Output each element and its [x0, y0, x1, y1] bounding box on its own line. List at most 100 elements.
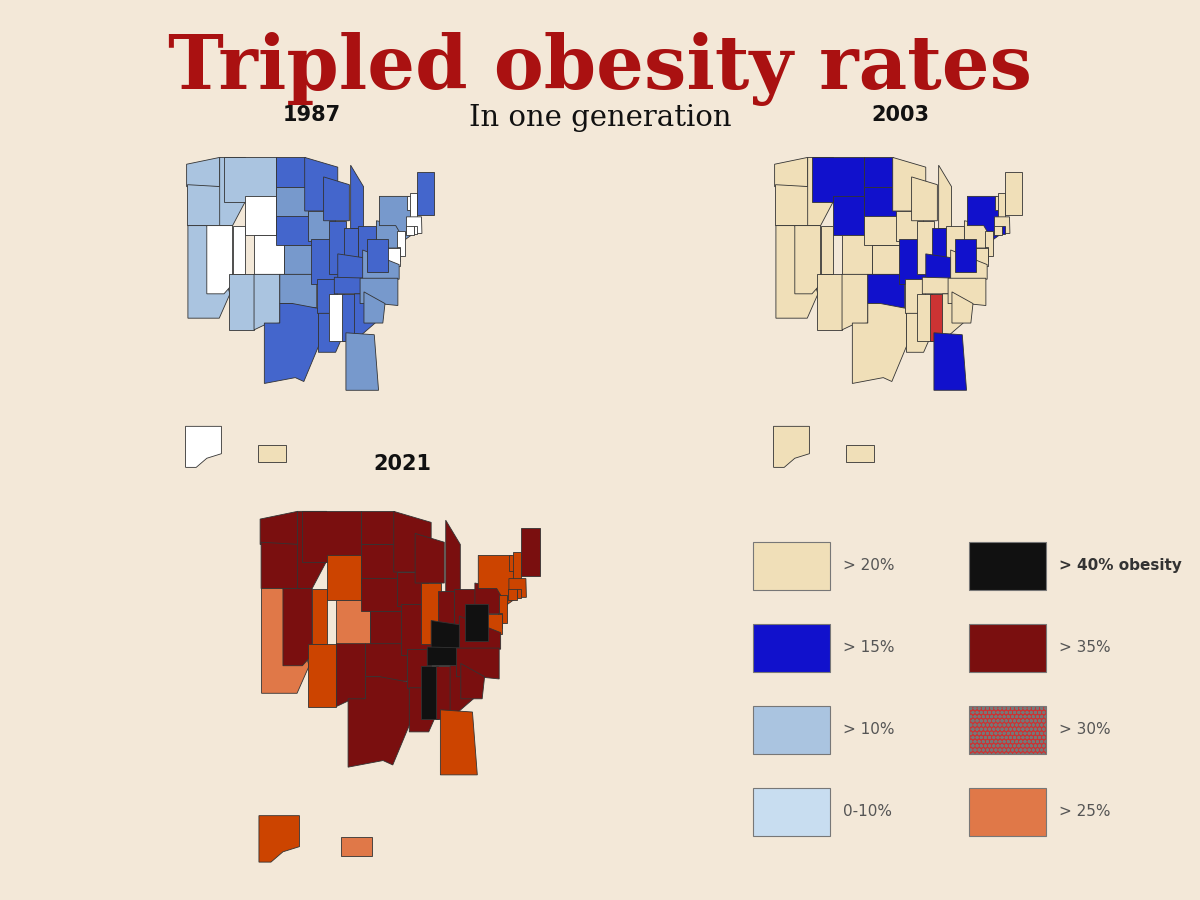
Polygon shape	[775, 184, 810, 226]
Polygon shape	[396, 248, 400, 261]
Polygon shape	[410, 194, 418, 219]
Polygon shape	[394, 511, 431, 572]
Text: > 10%: > 10%	[844, 722, 895, 737]
Polygon shape	[461, 663, 485, 698]
Polygon shape	[324, 177, 349, 220]
Polygon shape	[367, 239, 389, 273]
Text: 2021: 2021	[373, 454, 431, 474]
Polygon shape	[361, 578, 403, 610]
Polygon shape	[354, 293, 376, 338]
Polygon shape	[938, 166, 952, 229]
Polygon shape	[1004, 172, 1022, 215]
Polygon shape	[224, 158, 276, 202]
Polygon shape	[305, 158, 337, 211]
Polygon shape	[846, 446, 874, 463]
Polygon shape	[479, 555, 517, 605]
Polygon shape	[852, 303, 907, 383]
Polygon shape	[186, 427, 222, 467]
Polygon shape	[952, 292, 973, 323]
Polygon shape	[436, 666, 454, 718]
Polygon shape	[514, 553, 521, 580]
Polygon shape	[262, 589, 310, 693]
Polygon shape	[480, 614, 502, 634]
FancyBboxPatch shape	[752, 542, 830, 590]
Polygon shape	[360, 278, 398, 305]
Polygon shape	[893, 158, 925, 211]
Polygon shape	[260, 511, 298, 544]
Polygon shape	[276, 186, 307, 220]
Text: In one generation: In one generation	[469, 104, 731, 131]
Polygon shape	[336, 599, 371, 643]
Polygon shape	[362, 250, 400, 279]
Polygon shape	[995, 217, 1010, 233]
Polygon shape	[438, 590, 454, 634]
FancyBboxPatch shape	[968, 706, 1046, 753]
Polygon shape	[298, 511, 326, 589]
Polygon shape	[361, 544, 397, 583]
Polygon shape	[998, 194, 1006, 219]
Polygon shape	[460, 616, 500, 649]
Polygon shape	[276, 216, 313, 245]
Polygon shape	[187, 184, 222, 226]
Polygon shape	[188, 226, 230, 319]
Polygon shape	[397, 231, 404, 256]
Polygon shape	[336, 644, 366, 706]
Polygon shape	[968, 248, 988, 266]
Polygon shape	[808, 158, 834, 226]
Polygon shape	[346, 333, 378, 391]
Polygon shape	[358, 226, 377, 261]
Polygon shape	[431, 620, 468, 649]
Polygon shape	[509, 579, 527, 598]
Polygon shape	[445, 520, 461, 592]
Polygon shape	[401, 604, 433, 654]
Polygon shape	[407, 649, 431, 688]
Polygon shape	[864, 216, 901, 245]
Polygon shape	[521, 528, 540, 576]
Text: > 20%: > 20%	[844, 558, 895, 573]
Polygon shape	[917, 293, 931, 340]
Polygon shape	[498, 613, 502, 628]
Polygon shape	[414, 226, 416, 234]
Polygon shape	[341, 837, 372, 857]
Polygon shape	[776, 226, 818, 319]
Polygon shape	[948, 278, 986, 305]
Polygon shape	[379, 196, 414, 240]
Polygon shape	[517, 589, 521, 598]
Polygon shape	[317, 279, 337, 313]
Polygon shape	[946, 226, 965, 261]
FancyBboxPatch shape	[968, 542, 1046, 590]
Polygon shape	[307, 211, 335, 241]
Polygon shape	[821, 226, 834, 274]
Polygon shape	[262, 542, 300, 589]
Polygon shape	[864, 186, 895, 220]
Polygon shape	[450, 666, 474, 716]
Polygon shape	[905, 279, 925, 313]
Text: > 30%: > 30%	[1060, 722, 1111, 737]
Polygon shape	[220, 158, 246, 226]
Polygon shape	[475, 583, 503, 614]
Polygon shape	[335, 277, 372, 293]
Polygon shape	[246, 196, 276, 236]
Polygon shape	[440, 710, 478, 775]
Polygon shape	[187, 158, 220, 186]
Polygon shape	[371, 610, 407, 644]
Polygon shape	[416, 172, 434, 215]
Polygon shape	[407, 217, 422, 233]
Polygon shape	[834, 196, 864, 236]
Polygon shape	[312, 589, 326, 644]
Polygon shape	[508, 589, 517, 599]
FancyBboxPatch shape	[968, 624, 1046, 671]
Polygon shape	[348, 677, 409, 767]
Polygon shape	[308, 644, 336, 706]
Polygon shape	[364, 292, 385, 323]
Text: 0-10%: 0-10%	[844, 805, 893, 819]
Text: > 25%: > 25%	[1060, 805, 1111, 819]
Polygon shape	[794, 226, 821, 293]
Polygon shape	[932, 228, 946, 266]
Polygon shape	[950, 250, 988, 279]
Polygon shape	[229, 274, 254, 330]
Polygon shape	[350, 166, 364, 229]
Polygon shape	[427, 647, 469, 666]
Polygon shape	[917, 220, 935, 274]
Polygon shape	[872, 245, 904, 274]
